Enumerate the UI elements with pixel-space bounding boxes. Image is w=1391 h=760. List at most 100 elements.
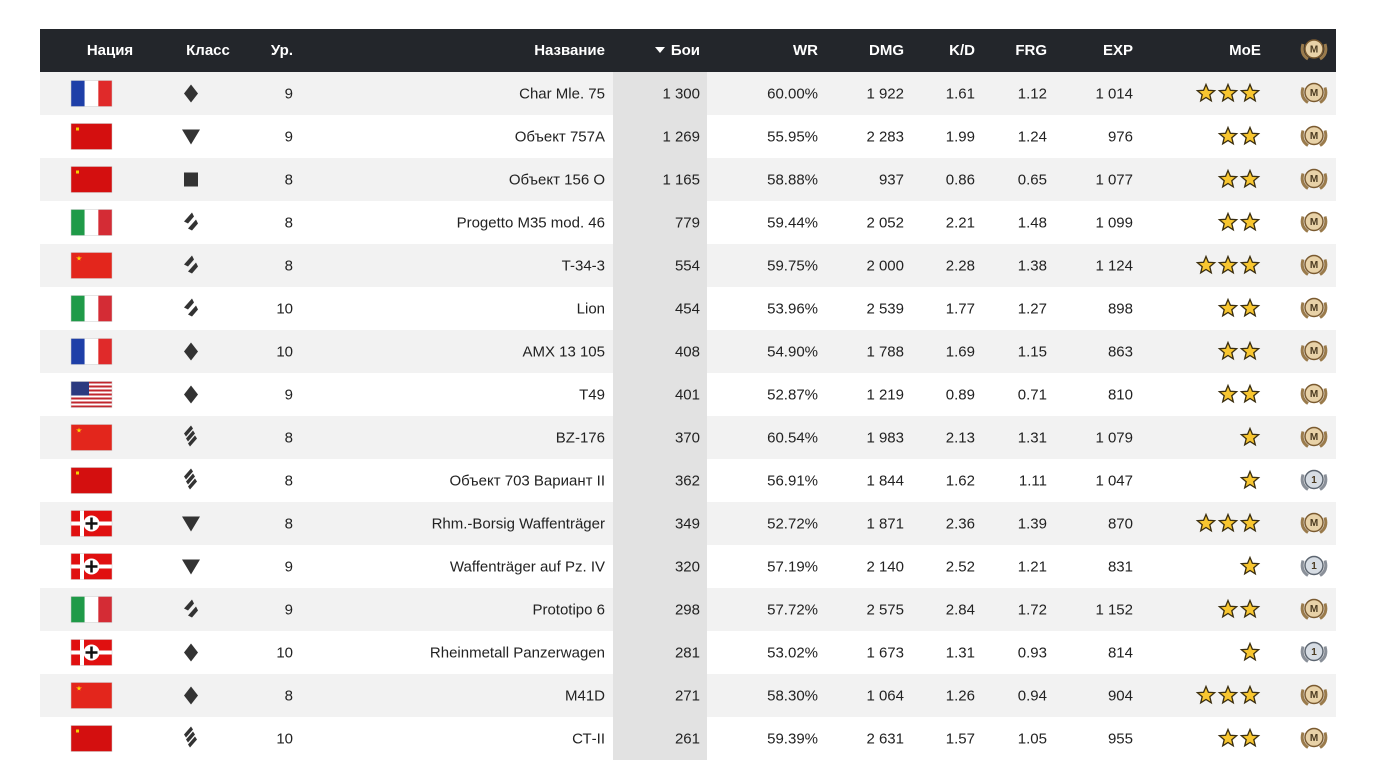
nation-flag	[70, 424, 113, 451]
cell-text: 1.15	[1018, 343, 1047, 360]
cell-text: Lion	[577, 300, 605, 317]
column-header[interactable]: WR	[793, 42, 818, 59]
nation-flag	[70, 209, 113, 236]
cell-text: 1.77	[946, 300, 975, 317]
cell-text: 0.71	[1018, 386, 1047, 403]
mastery-badge: 1	[1300, 469, 1328, 491]
cell-text: 2 631	[866, 730, 904, 747]
column-header[interactable]: DMG	[869, 42, 904, 59]
cell-text: Объект 757А	[515, 128, 605, 145]
flag-part	[71, 166, 112, 193]
cell-text: 349	[675, 515, 700, 532]
moe-star	[1239, 426, 1261, 447]
flag-part	[71, 405, 112, 408]
flag-part	[85, 517, 98, 530]
laurel	[1300, 431, 1328, 448]
cell-text: Rheinmetall Panzerwagen	[430, 644, 605, 661]
cell-text: 401	[675, 386, 700, 403]
cell-text: 59.75%	[767, 257, 818, 274]
badge-disc	[1304, 340, 1324, 361]
column-header[interactable]: Ур.	[271, 42, 293, 59]
class-icon	[184, 298, 198, 317]
moe-star	[1239, 125, 1261, 146]
cell-text: 554	[675, 257, 700, 274]
cell-text: 9	[285, 386, 293, 403]
cell-text: 1 014	[1095, 85, 1133, 102]
badge-disc	[1304, 82, 1324, 103]
flag-part	[70, 295, 113, 322]
nation-flag	[70, 338, 113, 365]
cell-text: 1.69	[946, 343, 975, 360]
column-header[interactable]: Название	[534, 42, 605, 59]
flag-part	[71, 401, 112, 404]
cell-text: 1.31	[1018, 429, 1047, 446]
class-icon	[182, 559, 200, 575]
cell-text: 1.62	[946, 472, 975, 489]
cell-text: 54.90%	[767, 343, 818, 360]
column-header[interactable]: Бои	[671, 42, 700, 59]
cell-text: 779	[675, 214, 700, 231]
flag-part	[71, 682, 112, 709]
laurel	[1300, 259, 1328, 276]
cell-text: 1.27	[1018, 300, 1047, 317]
flag-part	[71, 385, 112, 388]
moe-star	[1217, 727, 1239, 748]
cell-text: 1 079	[1095, 429, 1133, 446]
cell-text: 10	[276, 343, 293, 360]
cell-text: 898	[1108, 300, 1133, 317]
table-header	[40, 29, 1336, 72]
mastery-badge: M	[1300, 168, 1328, 190]
class-icon	[182, 129, 200, 145]
badge-label: M	[1310, 346, 1318, 357]
class-icon	[184, 726, 197, 748]
badge-disc	[1304, 211, 1324, 232]
class-icon	[184, 468, 197, 490]
moe-star	[1239, 340, 1261, 361]
moe-star	[1217, 82, 1239, 103]
column-header[interactable]: EXP	[1103, 42, 1133, 59]
cell-text: 831	[1108, 558, 1133, 575]
column-header[interactable]: MoE	[1229, 42, 1261, 59]
cell-text: 10	[276, 300, 293, 317]
cell-text: 1 871	[866, 515, 904, 532]
class-icon	[184, 643, 198, 662]
cell-text: 9	[285, 558, 293, 575]
mastery-badge: 1	[1300, 641, 1328, 663]
column-header[interactable]: FRG	[1015, 42, 1047, 59]
badge-disc	[1304, 383, 1324, 404]
cell-text: 271	[675, 687, 700, 704]
laurel	[1300, 603, 1328, 620]
badge-disc	[1304, 641, 1324, 662]
cell-text: 1.38	[1018, 257, 1047, 274]
mastery-badge: M	[1300, 598, 1328, 620]
flag-part	[76, 729, 79, 733]
cell-text: Rhm.-Borsig Waffenträger	[432, 515, 605, 532]
cell-text: 2.21	[946, 214, 975, 231]
badge-disc	[1304, 684, 1324, 705]
cell-text: 1 269	[662, 128, 700, 145]
column-header[interactable]: K/D	[949, 42, 975, 59]
column-header[interactable]: Класс	[186, 42, 230, 59]
column-header[interactable]: Нация	[87, 42, 133, 59]
moe-star	[1217, 383, 1239, 404]
flag-part	[76, 471, 79, 475]
cell-text: 454	[675, 300, 700, 317]
flag-part	[71, 80, 85, 107]
class-icon	[184, 599, 198, 618]
cell-text: 1 047	[1095, 472, 1133, 489]
cell-text: 370	[675, 429, 700, 446]
moe-star	[1239, 469, 1261, 490]
moe-star	[1195, 254, 1217, 275]
moe-star	[1217, 512, 1239, 533]
flag-part	[76, 255, 82, 261]
cell-text: 1 922	[866, 85, 904, 102]
flag-part	[70, 424, 113, 451]
nation-flag	[70, 596, 113, 623]
cell-text: 870	[1108, 515, 1133, 532]
class-icon	[184, 212, 198, 231]
badge-disc	[1304, 39, 1324, 59]
moe-star	[1239, 168, 1261, 189]
moe-star	[1195, 684, 1217, 705]
cell-text: 2.28	[946, 257, 975, 274]
